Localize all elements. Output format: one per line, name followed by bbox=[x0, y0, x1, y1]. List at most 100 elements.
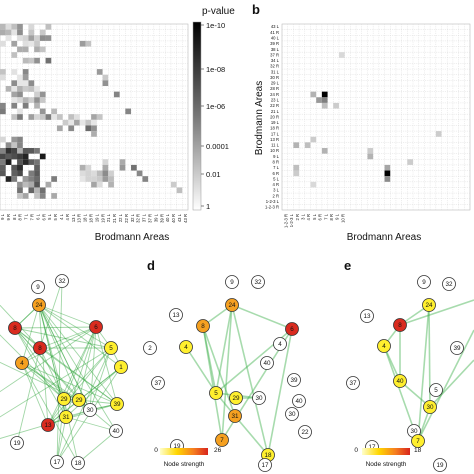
graph-edge bbox=[417, 304, 430, 442]
heat-cell bbox=[310, 181, 317, 188]
graph-node-label: 17 bbox=[261, 462, 269, 469]
heat-cell bbox=[79, 170, 86, 177]
graph-edge bbox=[21, 362, 65, 400]
heat-cell bbox=[11, 86, 18, 92]
heat-cell bbox=[293, 164, 300, 171]
heat-cell bbox=[5, 24, 12, 30]
graph-edge bbox=[65, 416, 117, 432]
panel-d-legend-title: Node strength bbox=[164, 461, 205, 468]
heat-cell bbox=[28, 148, 35, 154]
heat-cell bbox=[34, 86, 40, 92]
panel-d-graph: d 9 32 24 6 8 4 13 4 40 39 5 29 30 31 37 2 7 19 18 17 30 40 22… bbox=[143, 258, 312, 472]
heat-cell bbox=[28, 97, 35, 103]
panel-a-xtick-label: 37 R bbox=[148, 214, 153, 223]
panel-b-xtick-label: 1-2-3 L bbox=[289, 213, 294, 227]
panel-b-ytick-label: 18 R bbox=[270, 126, 279, 131]
heat-cell bbox=[28, 80, 35, 86]
panel-b-ytick-label: 10 R bbox=[270, 148, 279, 153]
panel-b-ytick-label: 20 R bbox=[270, 114, 279, 119]
panel-a-xlabel: Brodmann Areas bbox=[95, 232, 170, 243]
heat-cell bbox=[22, 80, 29, 86]
panel-a-xtick-label: 13 L bbox=[71, 213, 76, 222]
heat-cell bbox=[11, 52, 18, 58]
heat-cell bbox=[34, 164, 40, 171]
graph-edge bbox=[78, 366, 122, 401]
heat-cell bbox=[102, 159, 109, 165]
graph-node bbox=[417, 275, 431, 289]
pvalue-colorbar: p-value 1e-10 1e-08 1e-06 0.0001 0.01 1 bbox=[192, 6, 235, 211]
panel-a-xtick-label: 4 L bbox=[59, 213, 64, 219]
graph-node bbox=[346, 376, 360, 390]
graph-edge bbox=[21, 362, 80, 401]
panel-b-xtick-label: 8 R bbox=[329, 214, 334, 221]
heat-cell bbox=[28, 114, 35, 120]
graph-node bbox=[285, 322, 299, 336]
panel-c-edges bbox=[0, 280, 122, 464]
graph-edge bbox=[39, 347, 118, 405]
panel-a-xtick-label: 40 L bbox=[165, 213, 170, 222]
graph-node-label: 8 bbox=[38, 345, 42, 352]
heat-cell bbox=[0, 164, 6, 171]
graph-node-label: 17 bbox=[53, 459, 61, 466]
graph-node bbox=[393, 318, 407, 332]
panel-b-ytick-label: 28 R bbox=[270, 86, 279, 91]
panel-e-graph: e 9 32 24 8 4 13 39 40 5 30 37 30 7 19 17 0 18 Node st… bbox=[344, 258, 474, 472]
graph-node-label: 39 bbox=[453, 345, 461, 352]
heat-cell bbox=[17, 97, 23, 103]
panel-b-ytick-label: 6 R bbox=[272, 171, 279, 176]
heat-cell bbox=[39, 29, 46, 36]
colorbar-title: p-value bbox=[202, 6, 235, 17]
panel-e-legend-max: 18 bbox=[414, 447, 422, 454]
panel-b-ytick-label: 22 R bbox=[270, 103, 279, 108]
heat-cell bbox=[170, 181, 177, 188]
graph-node-label: 13 bbox=[172, 312, 180, 319]
panel-b-xtick-label: 7 L bbox=[323, 213, 328, 219]
heat-cell bbox=[17, 91, 23, 98]
heat-cell bbox=[91, 125, 97, 132]
graph-node-label: 17 bbox=[368, 444, 376, 451]
heat-cell bbox=[125, 108, 132, 115]
panel-e-strength-bar bbox=[362, 448, 410, 455]
graph-node-label: 1 bbox=[119, 364, 123, 371]
graph-node bbox=[83, 403, 97, 417]
heat-cell bbox=[39, 193, 46, 199]
heat-cell bbox=[17, 193, 23, 199]
graph-node bbox=[110, 397, 124, 411]
graph-node-label: 13 bbox=[363, 313, 371, 320]
graph-node bbox=[360, 309, 374, 323]
graph-edge bbox=[39, 326, 97, 349]
panel-d-legend-min: 0 bbox=[154, 447, 158, 454]
graph-node bbox=[32, 298, 46, 312]
panel-b-ytick-label: 31 L bbox=[271, 69, 280, 74]
colorbar-gradient bbox=[192, 21, 202, 211]
colorbar-ticks: 1e-10 1e-08 1e-06 0.0001 0.01 1 bbox=[201, 21, 229, 211]
heat-cell bbox=[39, 153, 46, 160]
graph-node bbox=[273, 337, 287, 351]
graph-edge bbox=[231, 304, 269, 456]
heat-cell bbox=[85, 176, 92, 182]
graph-edge bbox=[21, 362, 118, 405]
graph-node bbox=[292, 394, 306, 408]
heat-cell bbox=[22, 193, 29, 199]
heat-cell bbox=[22, 40, 29, 47]
panel-d-legend-max: 26 bbox=[214, 447, 222, 454]
graph-node-label: 37 bbox=[349, 380, 357, 387]
panel-b-ytick-label: 5 L bbox=[273, 176, 279, 181]
heat-cell bbox=[0, 69, 6, 75]
graph-node-label: 2 bbox=[148, 345, 152, 352]
heat-cell bbox=[51, 176, 57, 182]
heat-cell bbox=[5, 159, 12, 165]
heat-cell bbox=[17, 136, 23, 143]
heat-cell bbox=[85, 170, 92, 177]
graph-edge bbox=[16, 347, 41, 444]
heat-cell bbox=[5, 35, 12, 41]
heat-cell bbox=[11, 24, 18, 30]
graph-node-label: 9 bbox=[36, 284, 40, 291]
panel-a-xtick-label: 22 L bbox=[118, 213, 123, 222]
graph-node bbox=[287, 373, 301, 387]
heat-cell bbox=[96, 181, 103, 188]
panel-b-yticks: 43 L41 R40 L39 R38 L37 R34 L32 R31 L30 R… bbox=[265, 24, 280, 209]
heat-cell bbox=[74, 119, 80, 126]
graph-node bbox=[31, 280, 45, 294]
graph-node bbox=[423, 400, 437, 414]
